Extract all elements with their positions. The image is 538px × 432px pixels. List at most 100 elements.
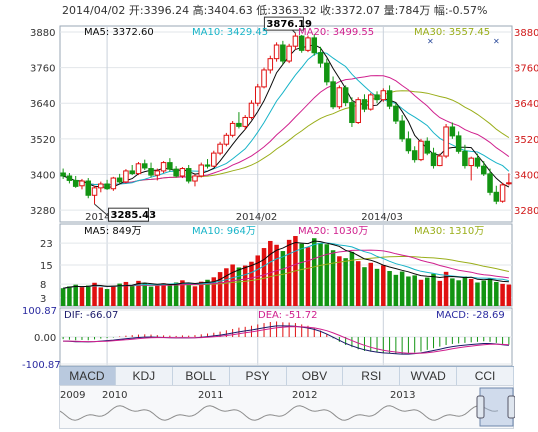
candle [236,122,242,127]
volume-bar [261,248,267,306]
volume-bar [494,281,499,306]
tab-psy[interactable]: PSY [230,367,287,385]
candle [110,177,117,190]
volume-bar [305,247,311,306]
candle [223,134,230,145]
tab-obv[interactable]: OBV [287,367,344,385]
candle [123,170,129,183]
volume-bar [60,288,66,306]
candle [367,94,374,110]
navigator-left-handle[interactable] [476,395,485,419]
navigator-right-handle[interactable] [507,395,516,419]
volume-bar [462,276,468,306]
candle [474,157,481,167]
volume-bar [205,279,210,306]
volume-bar [123,281,129,306]
x-tick-label: 2014/02 [236,212,278,223]
candle [198,164,205,177]
volume-bar [192,286,198,306]
volume-bar [424,277,430,306]
tab-cci[interactable]: CCI [457,367,514,385]
low-callout-line [94,203,109,217]
navigator-year: 2012 [292,390,318,401]
vol-ma5-line [63,240,509,289]
volume-bar [456,280,461,306]
candle [430,152,437,167]
candle [160,162,167,172]
tab-rsi[interactable]: RSI [343,367,401,385]
tab-kdj[interactable]: KDJ [116,367,173,385]
volume-bar [79,287,85,306]
candle [342,87,349,104]
candle [154,170,161,176]
time-navigator[interactable]: 2009 2010 2011 2012 2013 [59,385,516,429]
vol-ma10-legend: MA10: 964万 [192,226,256,237]
volume-bar [399,271,405,306]
indicator-tabs: MACD KDJ BOLL PSY OBV RSI WVAD CCI [59,366,514,386]
volume-bar [387,271,392,306]
candle [336,87,343,108]
candle [487,173,493,193]
navigator-year: 2010 [102,390,128,401]
candle [242,116,248,127]
volume-tick: 8 [40,280,46,291]
volume-bar [481,280,487,306]
candle [280,44,286,62]
candle [273,44,280,60]
candle [437,155,443,167]
candle [66,175,73,181]
dif-line [63,325,509,355]
volume-bar [98,287,104,306]
dea-line [63,326,509,354]
volume-bar [349,251,355,306]
navigator-year: 2011 [198,390,224,401]
low-callout-box [108,207,150,222]
candle [411,150,418,161]
price-left-tick: 3880 [30,28,55,39]
tab-boll[interactable]: BOLL [173,367,230,385]
candle [173,168,179,177]
tab-macd[interactable]: MACD [59,367,116,385]
candle [116,177,123,183]
volume-tick: 3 [40,294,46,305]
candle [298,35,305,51]
volume-bar [255,255,261,306]
candle [349,102,355,124]
volume-bar [412,275,417,306]
candle [229,122,236,136]
dif-legend: DIF: -66.07 [64,310,118,321]
volume-bar [374,268,380,306]
candle [91,187,98,196]
volume-bar [393,274,399,306]
ma10-line [62,51,510,186]
quote-header: 2014/04/02 开:3396.24 高:3404.63 低:3363.32… [62,4,488,17]
volume-bar [362,267,367,306]
vol-ma5-legend: MA5: 849万 [84,226,141,237]
candle [292,35,299,47]
price-right-tick: 3400 [514,170,538,181]
close-marker-icon: ✕ [427,37,434,46]
x-tick-label: 2014/03 [361,212,403,223]
candle [217,143,223,154]
vol-ma20-legend: MA20: 1030万 [298,226,368,237]
volume-bar [299,243,304,306]
candle [380,90,387,101]
ma10-legend: MA10: 3429.45 [192,27,268,38]
candle [355,99,361,124]
candle [361,99,368,110]
candle [443,126,449,157]
volume-bar [92,282,97,306]
volume-bar [148,286,154,306]
candle [499,184,506,202]
candle [211,152,217,167]
tab-wvad[interactable]: WVAD [400,367,458,385]
price-right-tick: 3520 [514,135,538,146]
navigator-year: 2013 [390,390,416,401]
ma30-legend: MA30: 3557.45 [414,27,490,38]
volume-bar [217,272,223,306]
price-left-tick: 3760 [30,64,55,75]
candle [248,102,255,118]
volume-bar [161,283,166,306]
volume-bar [318,242,323,306]
